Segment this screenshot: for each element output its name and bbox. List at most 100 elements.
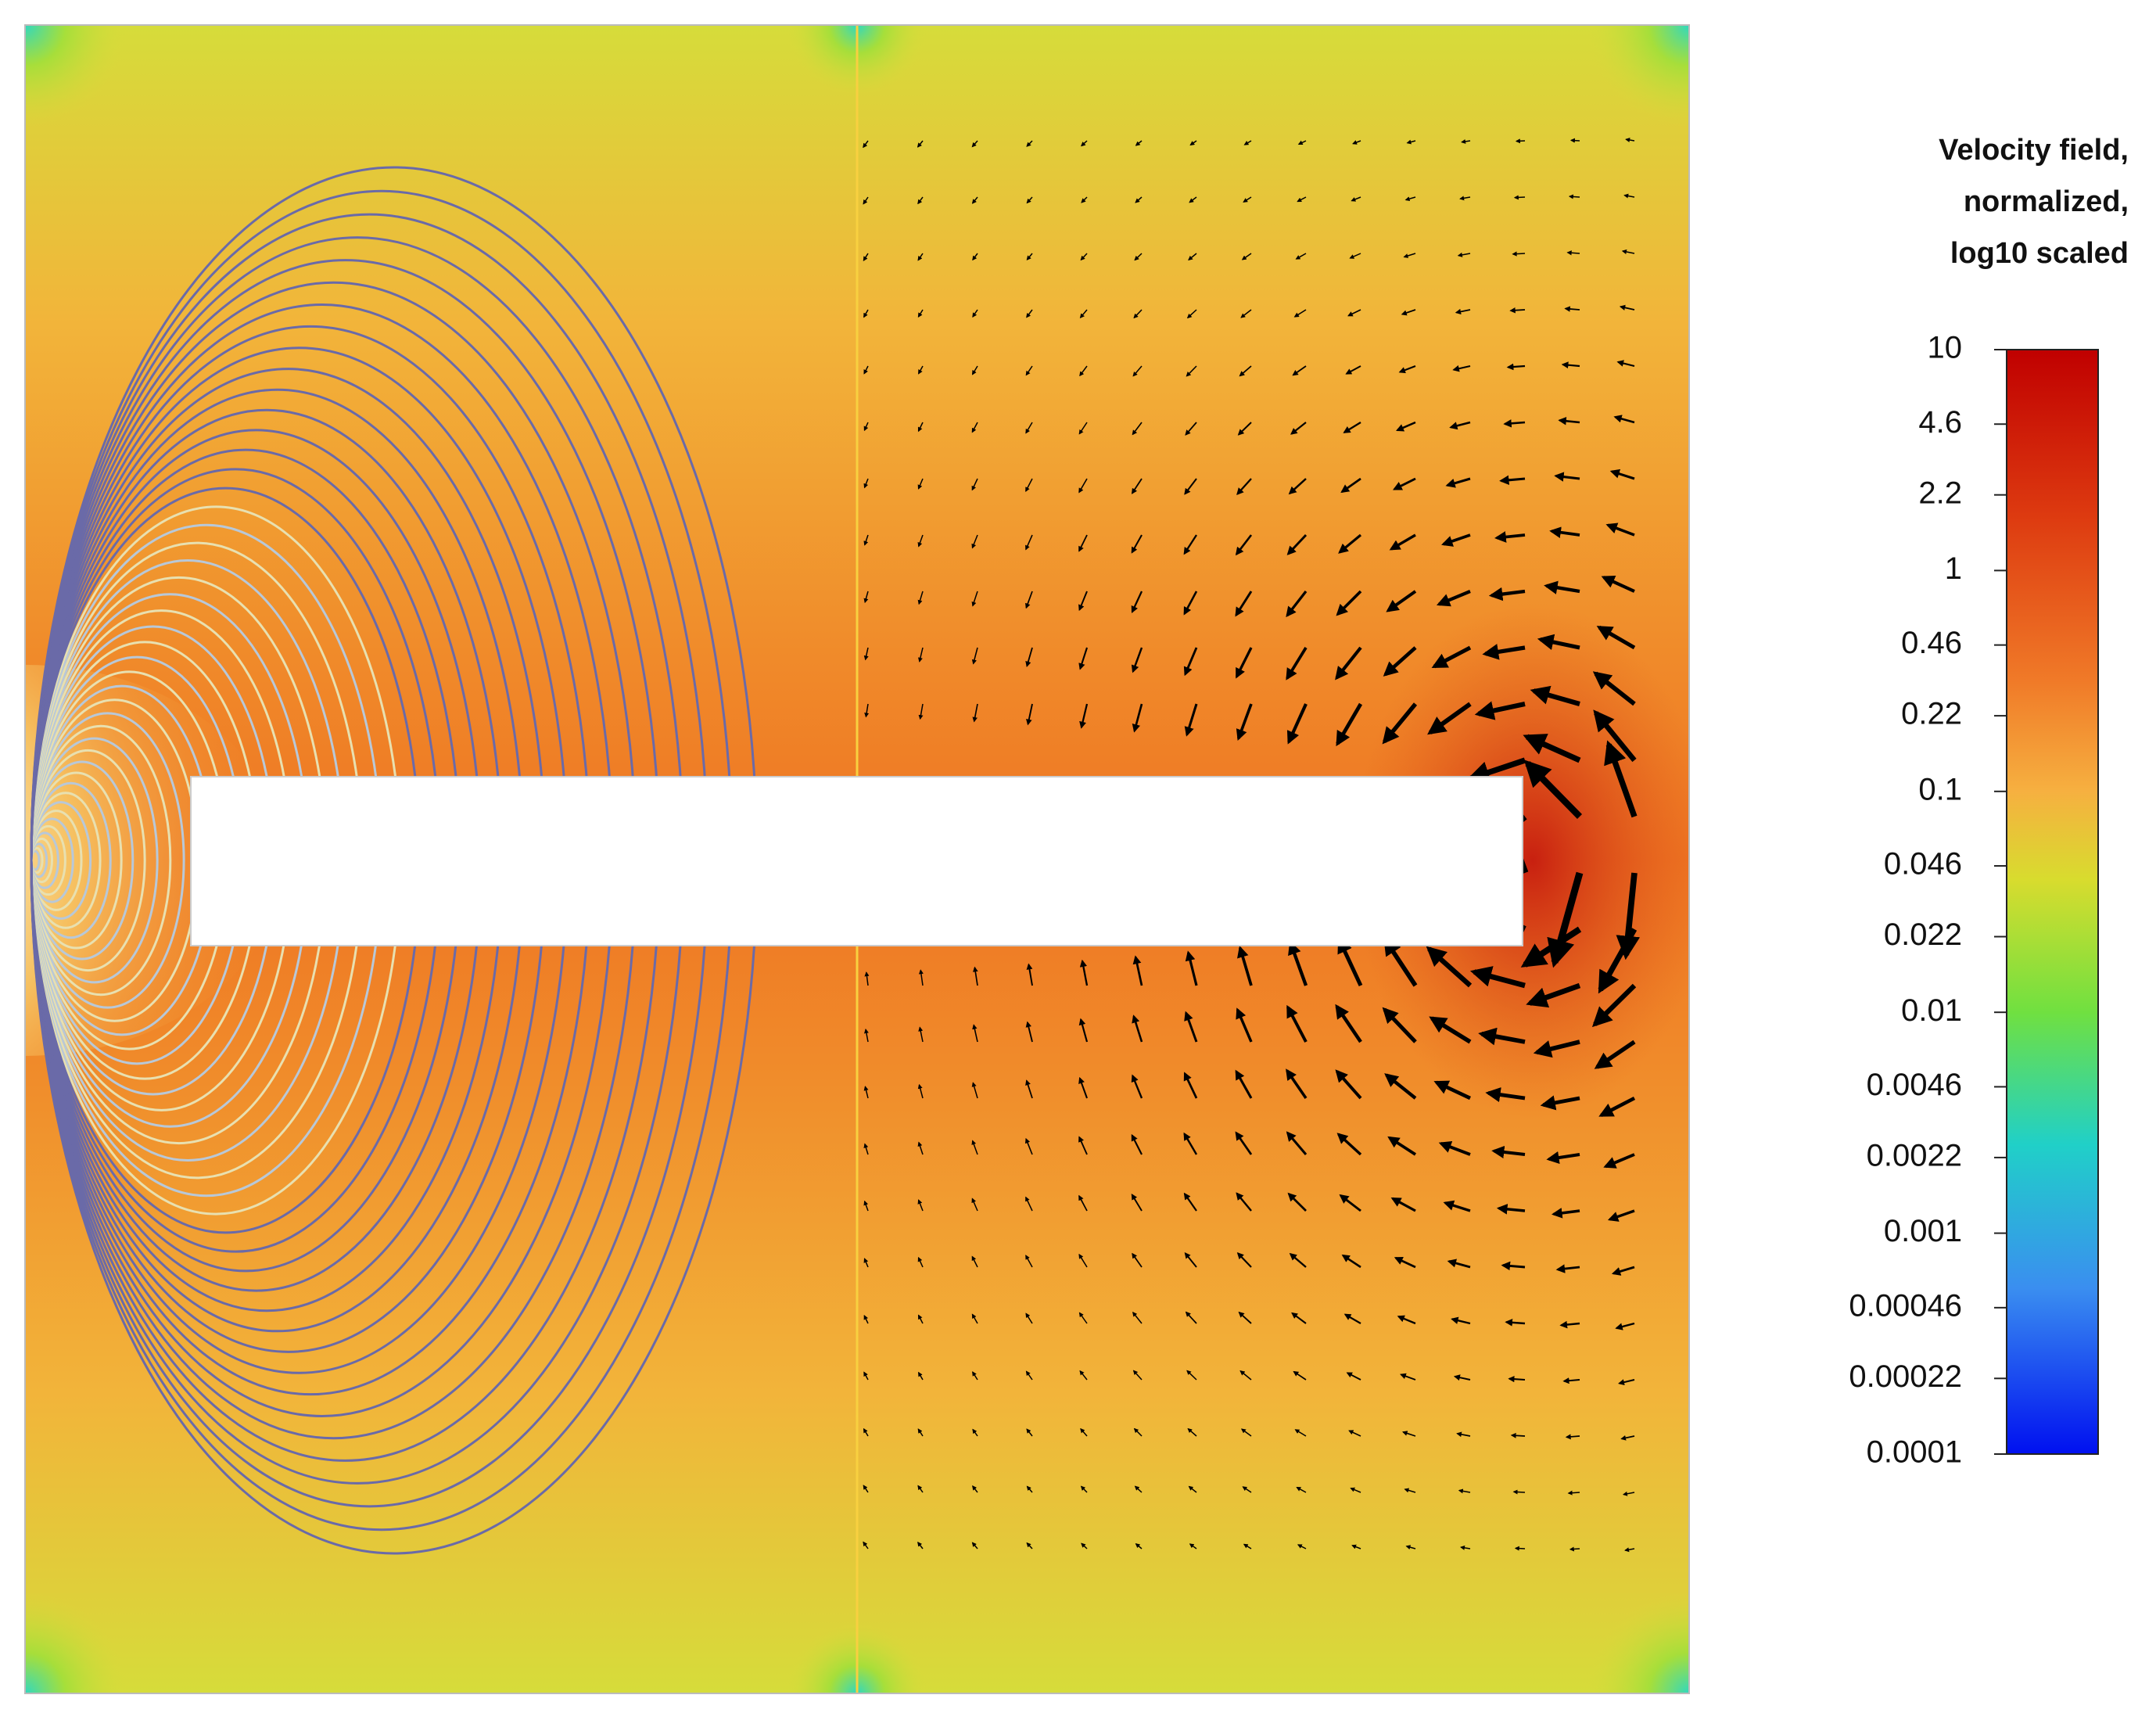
arrow: [1081, 196, 1088, 203]
arrow: [1451, 1316, 1471, 1325]
colorbar-tick-label: 0.1: [1918, 772, 1962, 806]
arrow: [1554, 472, 1580, 482]
arrow: [1591, 983, 1637, 1028]
arrow: [1024, 1137, 1033, 1155]
arrow: [1387, 1136, 1417, 1156]
arrow: [863, 1427, 869, 1437]
arrow: [1611, 1266, 1635, 1276]
arrow: [863, 309, 869, 318]
arrow: [1183, 1192, 1197, 1212]
arrow: [1540, 1095, 1580, 1111]
arrow: [1236, 1007, 1253, 1043]
arrow: [971, 140, 978, 148]
arrow: [1133, 1427, 1143, 1437]
colorbar-tick-label: 0.01: [1901, 993, 1962, 1028]
colorbar-title: normalized,: [1964, 185, 2129, 218]
arrow: [1337, 937, 1363, 987]
arrow: [1286, 1004, 1308, 1043]
arrow: [1186, 309, 1197, 319]
arrow: [1346, 1372, 1361, 1381]
arrow: [1340, 477, 1361, 494]
colorbar-tick-label: 0.46: [1901, 626, 1962, 660]
arrow: [1618, 1379, 1635, 1386]
arrow: [917, 1485, 924, 1493]
arrow: [1382, 1007, 1417, 1043]
arrow: [1506, 363, 1526, 371]
arrow: [1443, 1200, 1471, 1212]
arrow: [1400, 1373, 1416, 1381]
arrow: [1460, 1545, 1471, 1550]
arrow: [1135, 140, 1143, 146]
arrow: [1562, 1377, 1580, 1384]
arrow: [1186, 1370, 1197, 1381]
arrow: [1348, 1430, 1361, 1437]
arrow: [1601, 575, 1635, 593]
colorbar-tick-label: 0.0046: [1867, 1068, 1962, 1102]
arrow: [917, 591, 924, 605]
arrow: [1401, 309, 1416, 316]
arrow: [1132, 422, 1143, 436]
arrow: [1501, 1261, 1526, 1271]
arrow: [1286, 1131, 1308, 1156]
arrow: [1025, 1079, 1033, 1099]
arrow: [1293, 309, 1307, 318]
arrow: [1183, 647, 1198, 677]
arrow: [1131, 478, 1143, 494]
arrow: [1558, 417, 1580, 426]
arrow: [1523, 734, 1581, 763]
arrow: [1335, 1069, 1362, 1100]
colorbar-tick-label: 4.6: [1918, 405, 1962, 440]
arrow: [1390, 1197, 1416, 1212]
arrow: [1241, 253, 1252, 260]
arrow: [1243, 140, 1252, 145]
arrow: [1026, 309, 1033, 318]
arrow: [1482, 644, 1526, 660]
arrow: [1078, 647, 1089, 670]
arrow: [1189, 140, 1197, 146]
arrow: [1025, 534, 1033, 551]
arrow: [1403, 253, 1416, 258]
arrow: [1593, 709, 1637, 763]
arrow: [863, 1315, 869, 1324]
arrow: [1441, 533, 1471, 547]
arrow: [972, 1485, 978, 1493]
arrow: [1546, 1151, 1580, 1165]
arrow: [1474, 701, 1526, 720]
colorbar-tick-label: 0.00022: [1849, 1359, 1962, 1394]
arrow: [863, 534, 869, 546]
arrow: [1568, 194, 1580, 199]
arrow: [971, 591, 978, 607]
arrow: [1185, 1311, 1197, 1324]
arrow: [1398, 365, 1416, 374]
arrow: [1081, 1542, 1088, 1549]
arrow: [971, 196, 978, 204]
arrow: [1185, 950, 1198, 986]
arrow: [1499, 475, 1526, 486]
arrow: [1026, 196, 1033, 204]
arrow: [1351, 1544, 1361, 1549]
arrow: [1485, 1087, 1526, 1103]
arrow: [1132, 365, 1143, 377]
arrow: [1080, 1427, 1088, 1437]
arrow: [1603, 1153, 1635, 1169]
arrow: [1401, 1431, 1416, 1437]
arrow: [1561, 361, 1580, 369]
arrow: [1286, 534, 1308, 555]
arrow: [1026, 703, 1033, 726]
arrow: [1078, 478, 1088, 494]
arrow: [1184, 1011, 1198, 1043]
arrow: [1547, 871, 1584, 968]
arrow: [917, 1541, 924, 1549]
arrow: [1025, 478, 1033, 492]
arrow: [917, 196, 924, 205]
arrow: [1496, 1204, 1526, 1215]
arrow: [1569, 138, 1580, 143]
arrow: [1625, 138, 1635, 142]
arrow: [1389, 533, 1416, 551]
arrow: [1236, 1192, 1252, 1212]
arrow: [1429, 1016, 1472, 1044]
arrow: [1609, 469, 1635, 480]
arrow: [1026, 1428, 1033, 1437]
arrow: [971, 1542, 978, 1549]
